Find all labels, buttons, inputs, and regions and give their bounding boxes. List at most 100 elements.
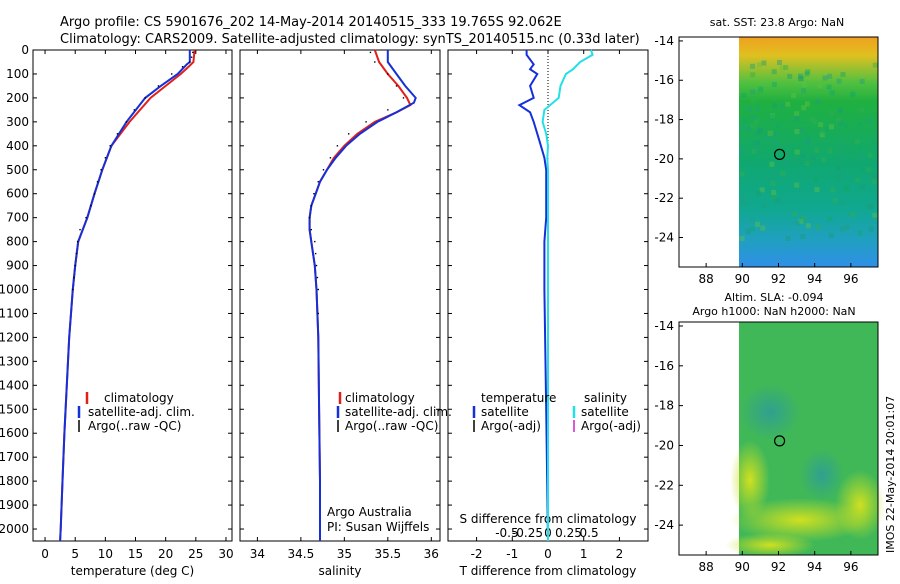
sst-pixel	[770, 193, 776, 199]
sst-pixel	[837, 108, 843, 113]
argo-point	[317, 288, 319, 291]
map-x-tick-label: 88	[698, 560, 713, 574]
y-tick-label: 1900	[0, 498, 29, 512]
sst-pixel	[860, 184, 866, 190]
sst-pixel	[771, 190, 777, 195]
argo-point	[76, 240, 79, 243]
sst-pixel	[750, 89, 756, 95]
argo-point	[310, 228, 313, 231]
sst-pixel	[827, 148, 833, 154]
map-y-tick-label: -14	[654, 319, 674, 333]
sla-map-blob	[725, 533, 815, 557]
argo-point	[314, 252, 317, 255]
x-tick-label: 0	[41, 547, 49, 561]
map-x-tick-label: 90	[735, 272, 750, 286]
argo-point	[74, 264, 76, 267]
series-line	[517, 50, 549, 542]
argo-point	[125, 121, 128, 123]
argo-point	[329, 157, 332, 159]
sst-pixel	[791, 93, 797, 99]
x-tick-label: -2	[471, 547, 483, 561]
sst-pixel	[759, 187, 765, 193]
sst-pixel	[739, 124, 745, 130]
sst-pixel	[857, 144, 863, 150]
legend-satellite-label: satellite-adj. clim.	[88, 405, 195, 419]
sst-pixel	[805, 135, 811, 141]
x-tick-label: 35.5	[374, 547, 401, 561]
sst-pixel	[801, 88, 806, 94]
argo-point	[402, 97, 405, 99]
sst-pixel	[814, 187, 820, 193]
sst-pixel	[867, 152, 873, 158]
sst-pixel	[871, 140, 877, 146]
sst-pixel	[838, 120, 843, 126]
sst-pixel	[754, 119, 760, 125]
sst-pixel	[867, 169, 873, 175]
sst-pixel	[761, 203, 767, 209]
x-tick-label: 34.5	[288, 547, 315, 561]
sst-pixel	[812, 119, 818, 125]
sst-pixel	[745, 126, 751, 132]
argo-point	[104, 157, 107, 159]
sst-pixel	[792, 211, 798, 217]
y-tick-label: 400	[6, 139, 29, 153]
sst-pixel	[771, 69, 777, 75]
argo-point	[85, 216, 87, 219]
sla-map-title-1: Altim. SLA: -0.094	[724, 291, 823, 304]
sst-pixel	[769, 113, 775, 119]
sst-pixel	[829, 124, 834, 130]
sst-pixel	[750, 63, 755, 69]
argo-location-marker	[773, 148, 786, 160]
sst-pixel	[746, 106, 752, 112]
y-tick-label: 700	[6, 211, 29, 225]
sst-pixel	[814, 147, 820, 153]
y-tick-label: 1500	[0, 402, 29, 416]
sst-pixel	[751, 140, 757, 146]
temperature-plot: 0100200300400500600700800900100011001200…	[0, 43, 234, 578]
x-tick-top-label: -0.5	[495, 526, 518, 540]
sst-pixel	[817, 83, 823, 89]
x-tick-label: 36	[424, 547, 439, 561]
argo-point	[133, 109, 136, 111]
map-y-tick-label: -24	[654, 231, 674, 245]
x-tick-label: 2	[616, 547, 624, 561]
sst-pixel	[842, 123, 848, 129]
sst-pixel	[843, 184, 849, 190]
sst-pixel	[742, 118, 748, 124]
x-tick-label: 5	[71, 547, 79, 561]
sst-pixel	[836, 117, 842, 123]
argo-point	[144, 97, 146, 99]
x-tick-top-label: -0.25	[512, 526, 543, 540]
map-x-tick-label: 94	[807, 560, 822, 574]
argo-point	[374, 61, 376, 63]
sst-pixel	[800, 153, 806, 158]
sst-pixel	[739, 147, 744, 153]
y-tick-label: 0	[21, 43, 29, 57]
sst-pixel	[854, 139, 860, 145]
legend-temperature-title: temperature	[481, 391, 556, 405]
map-y-tick-label: -18	[654, 399, 674, 413]
sst-pixel	[757, 89, 763, 95]
sla-map-blob	[730, 440, 770, 520]
sst-pixel	[769, 161, 775, 167]
sst-pixel	[777, 60, 782, 65]
map-y-tick-label: -24	[654, 518, 674, 532]
sst-map: sat. SST: 23.8 Argo: NaN 88 90 92 94 96 -14 -1…	[654, 16, 879, 286]
argo-australia-label: Argo Australia	[327, 505, 412, 519]
argo-point	[336, 145, 339, 147]
sst-pixel	[820, 129, 826, 135]
x-tick-label: 30	[218, 547, 233, 561]
sst-pixel	[800, 215, 806, 221]
sst-pixel	[756, 191, 762, 197]
sst-pixel	[750, 97, 756, 103]
sst-pixel	[821, 157, 827, 163]
sla-map-blob	[800, 449, 844, 501]
sst-pixel	[764, 135, 770, 141]
sst-pixel	[868, 203, 874, 209]
sst-pixel	[805, 69, 811, 75]
y-tick-label: 1200	[0, 330, 29, 344]
sst-pixel	[794, 129, 800, 134]
sst-pixel	[857, 230, 863, 236]
map-y-tick-label: -16	[654, 73, 674, 87]
sst-pixel	[798, 76, 804, 82]
